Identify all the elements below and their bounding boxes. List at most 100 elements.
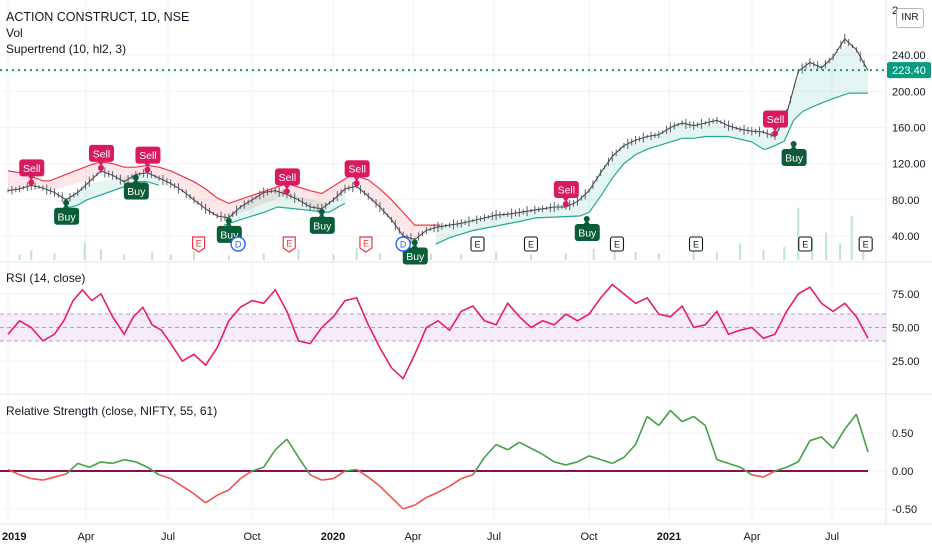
- signal-pointer-5: [562, 198, 569, 203]
- volume-bar: [83, 242, 86, 260]
- signal-label-7: Buy: [58, 211, 77, 223]
- signal-marker-11: [411, 239, 418, 246]
- rs-line-segment: [77, 462, 90, 468]
- rs-line-segment: [623, 443, 637, 458]
- signal-pointer-10: [318, 212, 325, 217]
- rs-line-segment: [460, 474, 474, 480]
- time-axis-label-6: Jul: [487, 531, 501, 543]
- last-price-label-bg: [887, 62, 931, 79]
- rs-line-segment: [518, 441, 532, 449]
- price-axis-tick-5: 80.00: [892, 195, 920, 207]
- price-series: [7, 38, 869, 241]
- signal-pointer-13: [790, 145, 797, 150]
- signal-label-0: Sell: [23, 163, 41, 175]
- volume-bar: [850, 216, 853, 260]
- signal-pointer-4: [353, 177, 360, 182]
- signal-pointer-2: [144, 163, 151, 168]
- relative-strength-label[interactable]: Relative Strength (close, NIFTY, 55, 61): [6, 404, 218, 418]
- volume-bar: [192, 251, 195, 260]
- rs-line-segment: [344, 468, 357, 472]
- rs-line-segment: [158, 474, 171, 480]
- supertrend-up-fill-1: [224, 188, 345, 226]
- signal-label-12: Buy: [578, 228, 597, 240]
- signal-label-4: Sell: [348, 164, 366, 176]
- rs-line-segment: [600, 458, 613, 465]
- earnings-label-8: E: [693, 240, 699, 250]
- rs-line-segment: [124, 458, 136, 463]
- rs-line-segment: [437, 485, 450, 493]
- signal-label-5: Sell: [558, 185, 576, 197]
- signal-badge-6: [763, 110, 789, 128]
- dividend-marker-1: [230, 236, 246, 252]
- rs-axis-tick-0: 0.50: [892, 428, 913, 440]
- signal-badge-0: [19, 159, 45, 177]
- volume-bar: [18, 254, 21, 260]
- rs-line-segment: [611, 456, 625, 465]
- volume-bar: [30, 250, 33, 260]
- rs-line-segment: [135, 461, 148, 468]
- last-price-label: 223.40: [892, 65, 926, 77]
- rs-line-segment: [205, 494, 218, 504]
- signal-pointer-3: [283, 185, 290, 190]
- signal-label-13: Buy: [785, 153, 804, 165]
- rs-line-segment: [251, 466, 264, 472]
- signal-pointer-1: [97, 161, 104, 166]
- rs-line-segment: [89, 461, 102, 468]
- signal-pointer-9: [225, 221, 232, 226]
- signal-marker-8: [132, 174, 139, 181]
- rs-line-segment: [855, 413, 869, 453]
- earnings-marker-7: [609, 236, 625, 252]
- price-axis-tick-4: 120.00: [892, 159, 926, 171]
- signal-marker-10: [318, 208, 325, 215]
- symbol-title[interactable]: ACTION CONSTRUCT, 1D, NSE: [6, 10, 190, 24]
- time-axis-label-9: Apr: [743, 531, 760, 543]
- volume-bar: [715, 252, 718, 260]
- rs-line-segment: [7, 468, 20, 476]
- signal-badge-8: [123, 182, 149, 200]
- rs-line-segment: [542, 453, 555, 463]
- signal-marker-6: [772, 130, 779, 137]
- time-axis-label-0: 2019: [2, 531, 26, 543]
- rs-line-segment: [844, 413, 858, 430]
- rs-line-segment: [797, 440, 811, 463]
- rs-line-segment: [100, 461, 113, 465]
- volume-label[interactable]: Vol: [6, 26, 23, 40]
- rs-line-segment: [390, 496, 404, 510]
- rs-line-segment: [588, 455, 601, 461]
- rs-line-segment: [507, 441, 520, 451]
- rs-line-segment: [42, 476, 55, 481]
- supertrend-up-line-0: [63, 181, 160, 210]
- volume-bar: [797, 207, 800, 260]
- currency-button[interactable]: INR: [896, 8, 924, 28]
- rs-line-segment: [716, 458, 729, 465]
- volume-bar: [151, 252, 154, 260]
- rs-line-segment: [739, 466, 753, 476]
- volume-bar: [53, 253, 56, 260]
- volume-bar: [99, 249, 102, 260]
- rs-line-segment: [658, 409, 672, 427]
- supertrend-label[interactable]: Supertrend (10, hl2, 3): [6, 42, 127, 56]
- supertrend-down-line-0: [7, 161, 441, 226]
- time-axis-label-8: 2021: [657, 531, 681, 543]
- rs-line-segment: [449, 477, 462, 487]
- rs-line-segment: [681, 415, 695, 423]
- earnings-label-5: E: [475, 240, 481, 250]
- volume-bar: [592, 249, 595, 260]
- signal-marker-3: [283, 188, 290, 195]
- price-axis-tick-1: 240.00: [892, 50, 926, 62]
- signal-marker-5: [562, 201, 569, 208]
- time-axis-label-5: Apr: [404, 531, 421, 543]
- rs-legend: Relative Strength (close, NIFTY, 55, 61): [6, 403, 217, 419]
- volume-bar: [495, 252, 498, 260]
- time-axis-label-10: Jul: [825, 531, 839, 543]
- rs-line-segment: [728, 462, 741, 468]
- volume-bar: [657, 253, 660, 260]
- signal-pointer-12: [583, 220, 590, 225]
- earnings-marker-8: [688, 236, 704, 252]
- rs-line-segment: [565, 461, 578, 466]
- earnings-label-2: E: [286, 239, 292, 249]
- rs-line-segment: [19, 474, 32, 480]
- earnings-marker-3: [359, 236, 373, 253]
- rsi-label[interactable]: RSI (14, close): [6, 271, 86, 285]
